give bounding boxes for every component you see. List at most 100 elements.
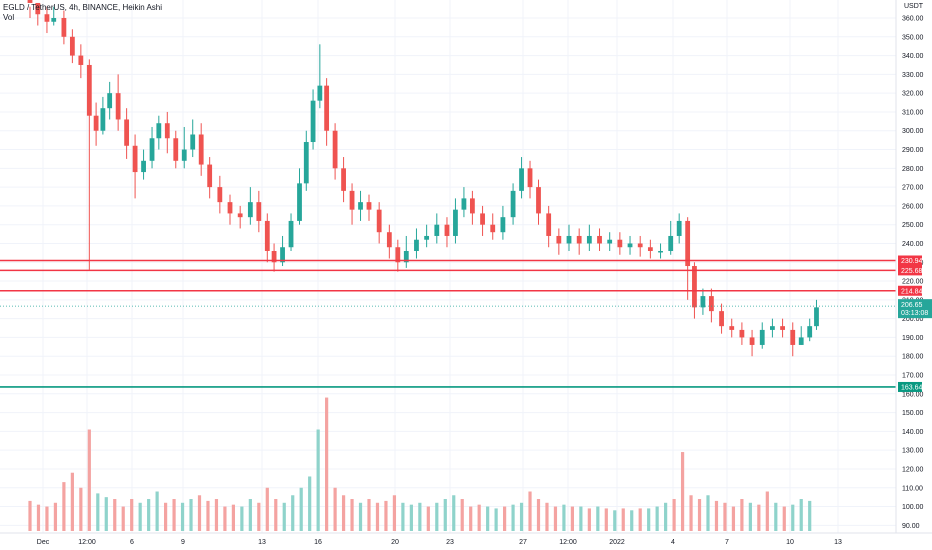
candle-body (324, 85, 330, 131)
candle-body (617, 239, 623, 248)
candle-body (141, 160, 146, 173)
volume-bar (155, 491, 159, 531)
volume-bar (45, 506, 49, 531)
volume-bar (291, 495, 295, 531)
volume-bar (87, 429, 91, 531)
candle-body (647, 247, 653, 251)
x-tick-label: 12:00 (78, 539, 96, 546)
candle-body (349, 190, 355, 210)
volume-bar (562, 504, 566, 531)
time-axis[interactable]: Dec 12:00 6 9 13 16 20 23 27 12:00 2022 4 7 10 13 (37, 539, 842, 546)
candle-body (461, 198, 467, 210)
volume-bar (731, 506, 736, 531)
volume-bar (282, 502, 286, 531)
candle-body (658, 250, 663, 253)
volume-bar (147, 499, 151, 531)
volume-bar (697, 499, 702, 531)
candle-body (181, 149, 187, 161)
volume-bar (392, 495, 397, 531)
candle-body (256, 202, 262, 221)
price-axis[interactable]: 360.00 350.00 340.00 330.00 320.00 310.00 300.… (902, 16, 924, 530)
volume-bar (248, 499, 252, 531)
candle-body (288, 220, 294, 248)
volume-bar (96, 493, 100, 531)
volume-bar (274, 499, 278, 531)
candle-body (586, 235, 592, 244)
candle-body (597, 235, 602, 244)
x-tick-label: 20 (391, 539, 399, 546)
volume-bar (62, 482, 66, 531)
volume-bar (375, 502, 380, 531)
volume-bar (596, 506, 600, 531)
candle-body (739, 329, 745, 338)
volume-bar (469, 506, 473, 531)
price-level-badge (898, 381, 922, 392)
candle-body (207, 164, 213, 188)
volume-bar (680, 452, 685, 531)
candle-body (798, 337, 804, 345)
candle-body (264, 220, 270, 251)
y-tick-label: 190.00 (902, 335, 924, 342)
candle-body (490, 224, 496, 233)
candle-body (576, 235, 582, 244)
volume-bar (613, 510, 617, 531)
x-tick-label: 12:00 (559, 539, 577, 546)
y-tick-label: 270.00 (902, 185, 924, 192)
candle-body (100, 108, 106, 131)
candle-body (700, 296, 706, 308)
volume-bar (299, 487, 303, 531)
candle-body (790, 329, 796, 345)
y-tick-label: 360.00 (902, 16, 924, 23)
x-tick-label: 13 (834, 539, 842, 546)
volume-bar (808, 500, 812, 531)
y-tick-label: 310.00 (902, 109, 924, 116)
candle-body (500, 217, 506, 233)
candle-body (310, 100, 316, 143)
last-price-label: 206.65 (901, 302, 923, 309)
candle-body (332, 130, 338, 169)
volume-bar (231, 504, 235, 531)
candle-body (164, 123, 170, 139)
volume-bar (180, 502, 185, 531)
volume-bar (647, 508, 651, 531)
volume-bar (172, 499, 176, 531)
candle-body (637, 243, 643, 248)
candle-body (729, 326, 735, 330)
x-tick-label: 2022 (609, 539, 625, 546)
candle-body (566, 235, 572, 244)
candle-body (35, 2, 41, 15)
y-tick-label: 350.00 (902, 34, 924, 41)
y-tick-label: 140.00 (902, 429, 924, 436)
volume-bar (782, 506, 786, 531)
candle-body (173, 138, 179, 161)
volume-bar (164, 502, 168, 531)
candle-body (78, 55, 84, 65)
candle-body (358, 202, 363, 210)
candle-body (198, 134, 204, 165)
x-tick-label: 16 (314, 539, 322, 546)
volume-bar (706, 495, 710, 531)
candle-body (536, 187, 541, 214)
volume-bar (799, 499, 803, 531)
volume-bar (121, 506, 125, 531)
y-tick-label: 90.00 (902, 523, 920, 530)
volume-bar (604, 508, 608, 531)
volume-indicator-label[interactable]: Vol (3, 13, 15, 22)
candle-body (341, 168, 346, 191)
volume-bar (384, 500, 388, 531)
y-tick-label: 100.00 (902, 504, 924, 511)
candle-body (317, 85, 323, 101)
price-level-label: 225.68 (901, 268, 923, 275)
volume-bar (308, 476, 312, 531)
symbol-title[interactable]: EGLD / TetherUS, 4h, BINANCE, Heikin Ash… (3, 3, 163, 12)
volume-bar (689, 495, 693, 531)
volume-bar (53, 502, 58, 531)
volume-bars (28, 397, 812, 531)
candle-body (759, 329, 765, 345)
volume-bar (435, 502, 439, 531)
volume-bar (757, 504, 761, 531)
volume-bar (214, 499, 219, 531)
volume-bar (638, 508, 642, 531)
